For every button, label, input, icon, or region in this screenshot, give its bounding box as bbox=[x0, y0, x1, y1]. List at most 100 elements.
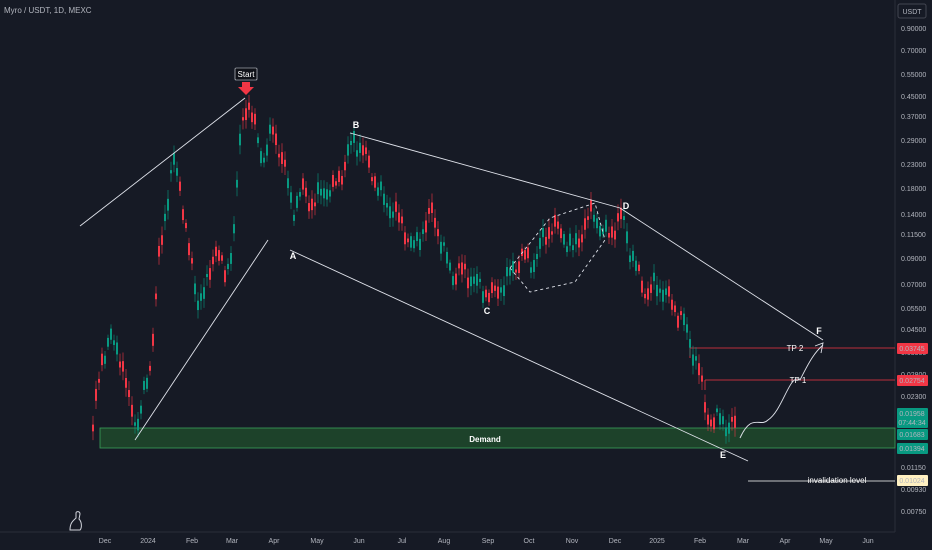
candle-body bbox=[371, 177, 373, 182]
x-tick-label: May bbox=[819, 538, 833, 545]
candle-body bbox=[491, 282, 493, 294]
candle-body bbox=[386, 203, 388, 208]
start-label: Start bbox=[238, 70, 256, 79]
candle-body bbox=[695, 356, 697, 361]
candle-body bbox=[665, 288, 667, 295]
candle-body bbox=[518, 261, 520, 274]
x-tick-label: Oct bbox=[524, 538, 535, 545]
x-tick-labels: Dec 2024 Feb Mar Apr May Jun Jul Aug Sep Oct Nov Dec… bbox=[99, 538, 874, 545]
candle-body bbox=[536, 253, 538, 260]
candle-body bbox=[146, 377, 148, 389]
candle-body bbox=[410, 236, 412, 248]
candle-body bbox=[338, 170, 340, 183]
candle-body bbox=[620, 207, 622, 220]
candle-body bbox=[101, 353, 103, 366]
candle-body bbox=[731, 416, 733, 422]
candle-body bbox=[593, 214, 595, 222]
candle-body bbox=[134, 422, 136, 426]
candle-body bbox=[362, 145, 364, 156]
candle-body bbox=[479, 278, 481, 283]
candle-body bbox=[683, 313, 685, 326]
candle-body bbox=[611, 226, 613, 238]
candle-body bbox=[323, 188, 325, 199]
start-marker: Start bbox=[234, 67, 258, 95]
wave-label-c: C bbox=[484, 306, 491, 316]
candle-body bbox=[164, 213, 166, 222]
candle-body bbox=[560, 228, 562, 239]
x-tick-label: May bbox=[310, 538, 324, 545]
candle-body bbox=[623, 216, 625, 221]
candle-body bbox=[137, 418, 139, 431]
candle-body bbox=[389, 206, 391, 219]
x-tick-label: Feb bbox=[186, 538, 198, 545]
candle-body bbox=[230, 253, 232, 264]
candle-body bbox=[704, 402, 706, 413]
candle-body bbox=[266, 144, 268, 156]
time-scale[interactable]: Dec 2024 Feb Mar Apr May Jun Jul Aug Sep Oct Nov Dec… bbox=[0, 531, 895, 545]
candle-body bbox=[110, 328, 112, 340]
badge-last-price-value: 0.01958 bbox=[899, 411, 924, 418]
candle-body bbox=[404, 232, 406, 245]
candle-body bbox=[647, 288, 649, 300]
candle-body bbox=[500, 287, 502, 293]
y-tick-label: 0.55000 bbox=[901, 72, 926, 79]
currency-button[interactable] bbox=[897, 3, 927, 19]
candle-body bbox=[419, 238, 421, 251]
candle-body bbox=[200, 293, 202, 301]
candle-body bbox=[674, 305, 676, 313]
candle-body bbox=[557, 221, 559, 229]
candle-body bbox=[314, 202, 316, 207]
candle-body bbox=[329, 190, 331, 197]
y-tick-label: 0.18000 bbox=[901, 186, 926, 193]
candle-body bbox=[515, 269, 517, 273]
currency-button-label: USDT bbox=[902, 9, 922, 16]
candle-body bbox=[251, 112, 253, 123]
candle-body bbox=[344, 161, 346, 171]
candle-body bbox=[158, 245, 160, 257]
candle-body bbox=[653, 272, 655, 282]
x-tick-label: Jul bbox=[398, 538, 407, 545]
candlestick-series bbox=[92, 94, 736, 444]
candle-body bbox=[299, 192, 301, 197]
candle-body bbox=[218, 250, 220, 261]
candle-body bbox=[689, 339, 691, 348]
candle-body bbox=[719, 413, 721, 425]
candle-body bbox=[581, 234, 583, 243]
candle-body bbox=[599, 226, 601, 237]
candle-body bbox=[332, 174, 334, 187]
y-tick-label: 0.05500 bbox=[901, 306, 926, 313]
candle-body bbox=[680, 311, 682, 316]
candle-body bbox=[272, 126, 274, 135]
candle-body bbox=[254, 113, 256, 125]
candle-body bbox=[533, 260, 535, 273]
candle-body bbox=[584, 218, 586, 230]
candle-body bbox=[245, 108, 247, 121]
candle-body bbox=[350, 140, 352, 146]
candle-body bbox=[269, 124, 271, 134]
candle-body bbox=[260, 151, 262, 164]
badge-demand-top-value: 0.01683 bbox=[899, 432, 924, 439]
candle-body bbox=[143, 380, 145, 390]
badge-demand-bottom-value: 0.01394 bbox=[899, 446, 924, 453]
candle-body bbox=[650, 284, 652, 293]
candle-body bbox=[608, 233, 610, 238]
y-tick-label: 0.07000 bbox=[901, 282, 926, 289]
candle-body bbox=[296, 195, 298, 208]
candle-body bbox=[473, 276, 475, 284]
demand-label: Demand bbox=[469, 435, 501, 444]
candle-body bbox=[545, 236, 547, 245]
candle-body bbox=[677, 315, 679, 328]
tradingview-logo-icon[interactable] bbox=[69, 511, 82, 531]
chart-title: Myro / USDT, 1D, MEXC bbox=[4, 6, 92, 15]
candle-body bbox=[293, 214, 295, 221]
candle-body bbox=[398, 212, 400, 223]
x-tick-label: Dec bbox=[99, 538, 112, 545]
candle-body bbox=[305, 187, 307, 197]
candle-body bbox=[152, 333, 154, 346]
candle-body bbox=[458, 263, 460, 269]
candle-body bbox=[179, 181, 181, 191]
candle-body bbox=[605, 219, 607, 232]
candle-body bbox=[656, 284, 658, 297]
badge-invalidation bbox=[897, 475, 928, 486]
